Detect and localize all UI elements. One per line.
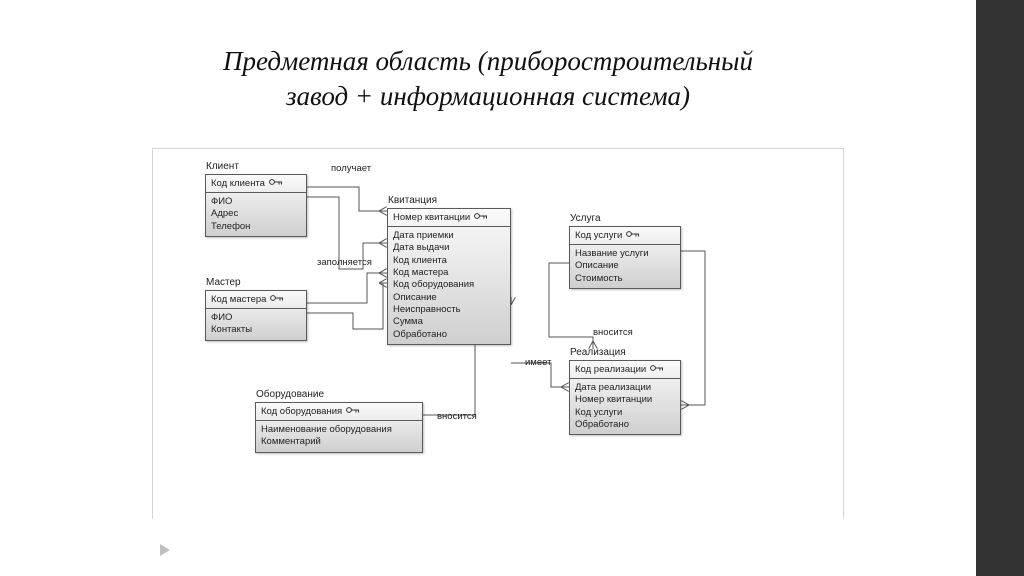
slide-title: Предметная область (приборостроительный … <box>0 44 976 114</box>
title-line-1: Предметная область (приборостроительный <box>223 46 753 76</box>
entity-client: Клиент Код клиентаФИОАдресТелефон <box>205 161 307 237</box>
key-icon <box>269 178 283 189</box>
edge-label-l4: имеет <box>525 357 551 368</box>
edge-label-l5: вносится <box>593 327 633 338</box>
edge <box>307 273 387 303</box>
entity-attrs: Название услугиОписаниеСтоимость <box>570 245 680 288</box>
entity-equip: Оборудование Код оборудованияНаименование… <box>255 389 423 453</box>
key-icon <box>270 294 284 305</box>
entity-box: Код клиентаФИОАдресТелефон <box>205 174 307 237</box>
edge-label-l2: заполняется <box>317 257 372 268</box>
entity-attrs: Дата реализацииНомер квитанцииКод услуги… <box>570 379 680 434</box>
play-icon <box>158 543 172 562</box>
edge <box>307 187 387 211</box>
entity-title: Оборудование <box>255 389 423 400</box>
entity-real: Реализация Код реализацииДата реализацииН… <box>569 347 681 435</box>
entity-box: Код реализацииДата реализацииНомер квита… <box>569 360 681 435</box>
entity-title: Мастер <box>205 277 307 288</box>
entity-key: Код реализации <box>570 361 680 379</box>
entity-box: Код оборудованияНаименование оборудовани… <box>255 402 423 453</box>
entity-title: Реализация <box>569 347 681 358</box>
diagram-canvas: Клиент Код клиентаФИОАдресТелефон Мастер Ко… <box>152 148 844 519</box>
entity-title: Квитанция <box>387 195 511 206</box>
entity-key: Код мастера <box>206 291 306 309</box>
entity-service: Услуга Код услугиНазвание услугиОписаниеС… <box>569 213 681 289</box>
entity-attrs: ФИОАдресТелефон <box>206 193 306 236</box>
entity-key: Код услуги <box>570 227 680 245</box>
title-line-2: завод + информационная система) <box>286 81 690 111</box>
key-icon <box>650 364 664 375</box>
entity-title: Клиент <box>205 161 307 172</box>
entity-receipt: Квитанция Номер квитанцииДата приемкиДата… <box>387 195 511 345</box>
edge-label-l3: вносится <box>437 411 477 422</box>
entity-key: Номер квитанции <box>388 209 510 227</box>
presentation-sidebar <box>976 0 1024 576</box>
entity-key: Код оборудования <box>256 403 422 421</box>
entity-attrs: Наименование оборудованияКомментарий <box>256 421 422 452</box>
entity-box: Код мастераФИОКонтакты <box>205 290 307 341</box>
key-icon <box>474 212 488 223</box>
entity-box: Номер квитанцииДата приемкиДата выдачиКо… <box>387 208 511 345</box>
key-icon <box>626 230 640 241</box>
entity-attrs: Дата приемкиДата выдачиКод клиентаКод ма… <box>388 227 510 344</box>
entity-attrs: ФИОКонтакты <box>206 309 306 340</box>
entity-key: Код клиента <box>206 175 306 193</box>
edge <box>307 283 387 329</box>
edge-label-l1: получает <box>331 163 371 174</box>
key-icon <box>346 406 360 417</box>
entity-box: Код услугиНазвание услугиОписаниеСтоимос… <box>569 226 681 289</box>
entity-master: Мастер Код мастераФИОКонтакты <box>205 277 307 341</box>
edge <box>681 251 705 405</box>
entity-title: Услуга <box>569 213 681 224</box>
